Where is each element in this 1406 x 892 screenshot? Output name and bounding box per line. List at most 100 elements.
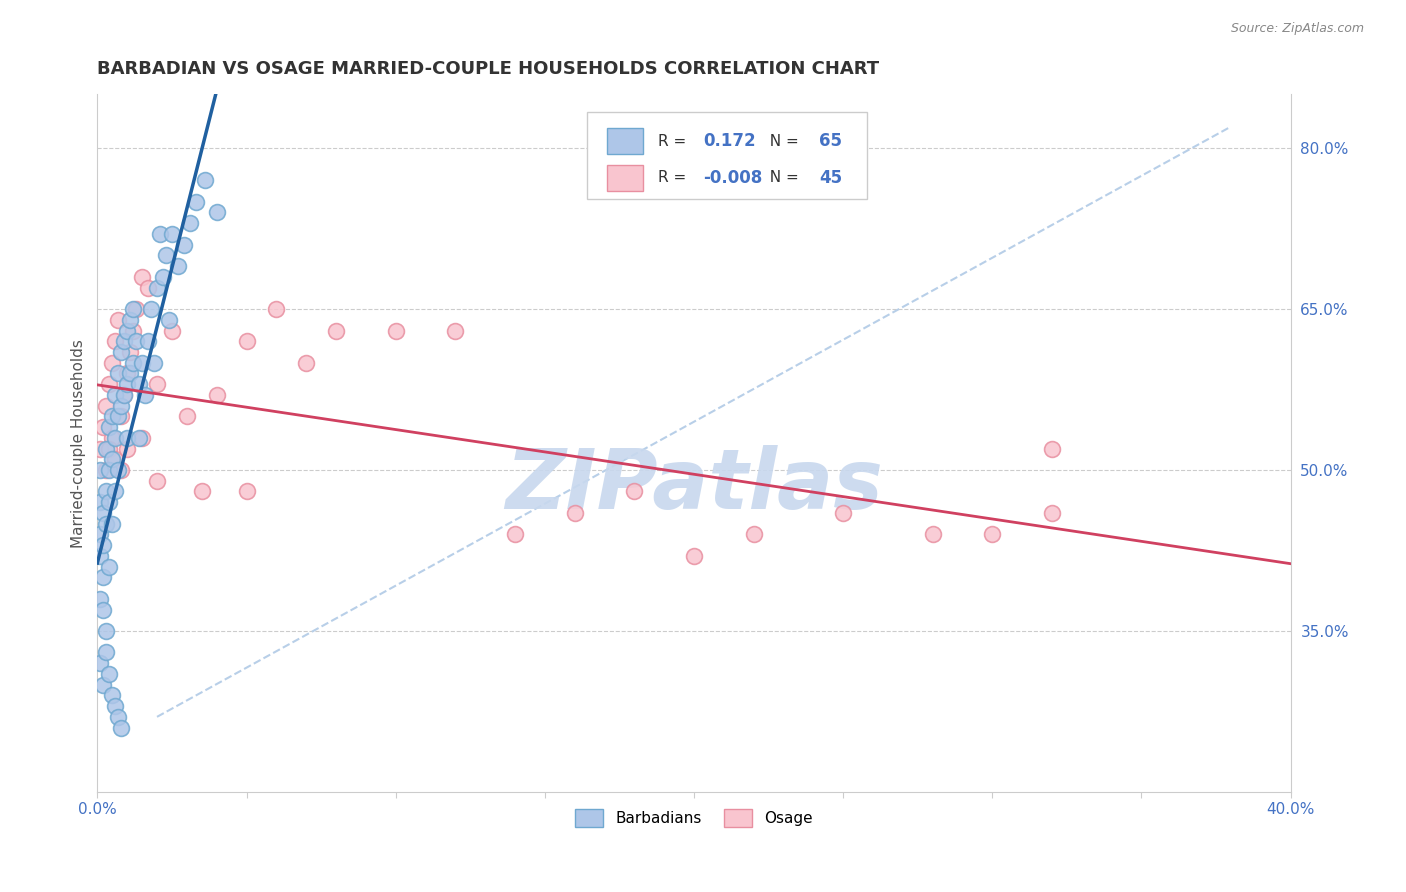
Point [91, 538, 114, 552]
Point [112, 334, 135, 349]
Point [136, 334, 159, 349]
Point [295, 356, 318, 370]
Point [149, 227, 172, 241]
Point [128, 431, 150, 445]
Point [104, 388, 127, 402]
Point [683, 549, 706, 563]
Point [832, 506, 855, 520]
Text: 45: 45 [820, 169, 842, 187]
Point [176, 409, 198, 424]
Point [564, 506, 586, 520]
FancyBboxPatch shape [586, 112, 868, 199]
Point [146, 377, 169, 392]
Point [104, 334, 127, 349]
Point [120, 313, 142, 327]
Point [104, 431, 127, 445]
Point [115, 367, 138, 381]
Point [742, 527, 765, 541]
Point [98, 559, 121, 574]
Point [101, 689, 124, 703]
Point [89, 656, 111, 670]
Point [91, 678, 114, 692]
Text: N =: N = [759, 134, 803, 149]
Point [266, 301, 288, 316]
Point [205, 388, 228, 402]
Y-axis label: Married-couple Households: Married-couple Households [72, 339, 86, 548]
Point [1040, 442, 1063, 456]
Point [112, 388, 135, 402]
Point [173, 237, 195, 252]
Point [96, 516, 118, 531]
Point [107, 710, 129, 724]
Point [122, 301, 145, 316]
Point [981, 527, 1004, 541]
Point [98, 667, 121, 681]
Point [190, 484, 212, 499]
Point [89, 591, 111, 606]
Point [155, 248, 177, 262]
Point [152, 269, 174, 284]
FancyBboxPatch shape [607, 165, 643, 191]
Point [98, 420, 121, 434]
Point [91, 602, 114, 616]
Point [122, 324, 145, 338]
Point [107, 313, 129, 327]
Text: R =: R = [658, 134, 692, 149]
Point [205, 205, 228, 219]
Point [96, 624, 118, 638]
Point [115, 324, 138, 338]
Point [107, 409, 129, 424]
Point [623, 484, 645, 499]
Point [107, 367, 129, 381]
FancyBboxPatch shape [607, 128, 643, 154]
Point [107, 463, 129, 477]
Text: BARBADIAN VS OSAGE MARRIED-COUPLE HOUSEHOLDS CORRELATION CHART: BARBADIAN VS OSAGE MARRIED-COUPLE HOUSEH… [97, 60, 880, 78]
Point [1040, 506, 1063, 520]
Text: -0.008: -0.008 [703, 169, 763, 187]
Point [96, 399, 118, 413]
Point [503, 527, 526, 541]
Point [91, 420, 114, 434]
Point [89, 442, 111, 456]
Point [110, 409, 132, 424]
Point [131, 356, 153, 370]
Point [96, 645, 118, 659]
Point [110, 721, 132, 735]
Point [101, 356, 124, 370]
Text: Source: ZipAtlas.com: Source: ZipAtlas.com [1230, 22, 1364, 36]
Point [89, 527, 111, 541]
Point [115, 431, 138, 445]
Point [120, 367, 142, 381]
Point [112, 388, 135, 402]
Point [104, 452, 127, 467]
Point [131, 269, 153, 284]
Point [167, 259, 190, 273]
Point [325, 324, 347, 338]
Point [122, 356, 145, 370]
Point [104, 699, 127, 714]
Text: R =: R = [658, 170, 692, 186]
Text: 0.172: 0.172 [703, 132, 756, 150]
Point [98, 377, 121, 392]
Point [128, 377, 150, 392]
Point [139, 301, 162, 316]
Point [96, 484, 118, 499]
Point [444, 324, 467, 338]
Point [179, 216, 201, 230]
Point [143, 356, 166, 370]
Point [134, 388, 156, 402]
Point [101, 431, 124, 445]
Point [110, 463, 132, 477]
Point [89, 495, 111, 509]
Point [115, 442, 138, 456]
Point [110, 345, 132, 359]
Point [101, 409, 124, 424]
Point [125, 334, 148, 349]
Point [131, 431, 153, 445]
Point [146, 280, 169, 294]
Point [89, 549, 111, 563]
Point [125, 301, 148, 316]
Point [98, 495, 121, 509]
Point [235, 484, 257, 499]
Point [194, 173, 217, 187]
